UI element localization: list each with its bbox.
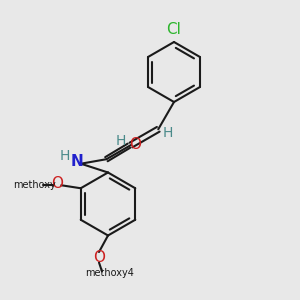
Text: H: H [163,127,173,140]
Text: methoxy: methoxy [13,180,56,190]
Text: N: N [71,154,84,169]
Text: Cl: Cl [167,22,182,37]
Text: methoxy4: methoxy4 [85,268,134,278]
Text: O: O [52,176,64,191]
Text: H: H [59,149,70,163]
Text: H: H [116,134,126,148]
Text: O: O [93,250,105,265]
Text: O: O [130,137,142,152]
